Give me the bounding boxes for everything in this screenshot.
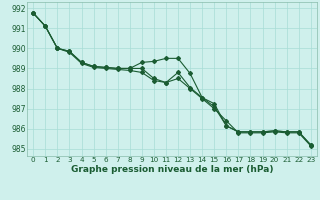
X-axis label: Graphe pression niveau de la mer (hPa): Graphe pression niveau de la mer (hPa) [71,165,273,174]
